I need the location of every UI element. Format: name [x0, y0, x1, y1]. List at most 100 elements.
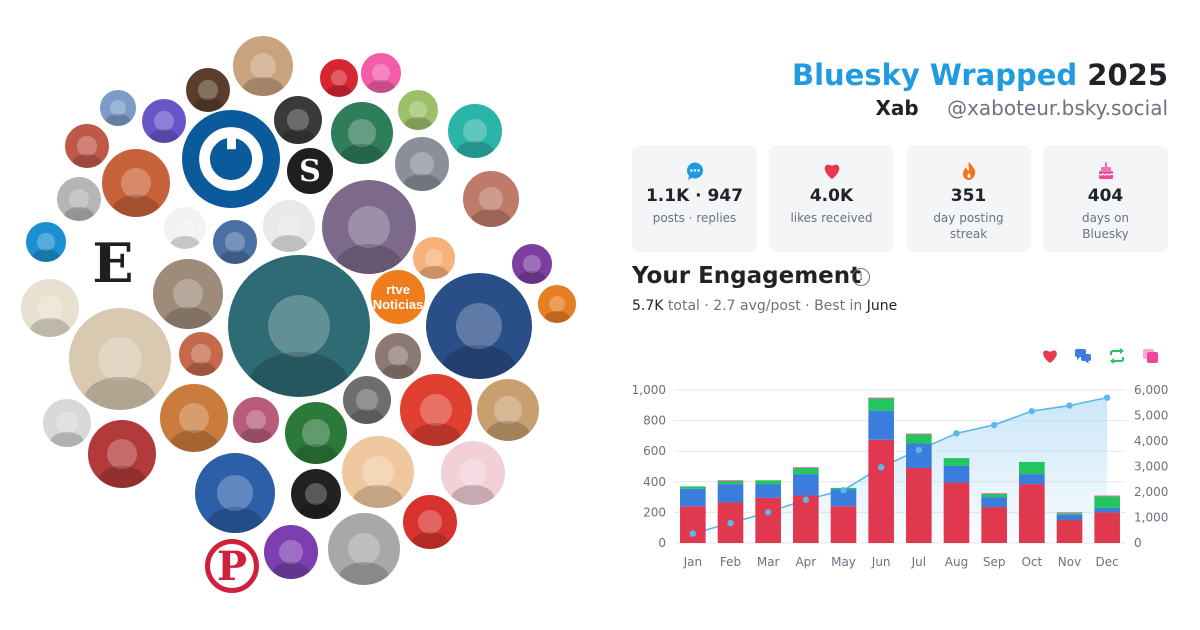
avatar[interactable] [401, 493, 459, 551]
chat-bubble-icon [632, 161, 757, 181]
stat-label: posts · replies [652, 211, 737, 225]
engagement-title: Your Engagement [632, 263, 862, 289]
avatar[interactable] [326, 511, 402, 587]
y-tick-label: 0 [658, 536, 666, 550]
bar-segment [793, 468, 819, 475]
avatar[interactable] [446, 102, 504, 160]
avatar[interactable] [231, 34, 295, 98]
repost-icon[interactable] [1108, 348, 1126, 364]
y-tick-label: 800 [643, 414, 666, 428]
avatar[interactable] [226, 253, 372, 399]
bar-segment [793, 467, 819, 469]
avatar[interactable] [67, 306, 173, 412]
avatar[interactable] [24, 220, 68, 264]
cumulative-point [953, 430, 960, 437]
display-name: Xab [875, 96, 919, 120]
brand-logo[interactable]: E [83, 233, 143, 293]
engagement-best-prefix: Best in [814, 298, 863, 314]
avatar[interactable] [162, 205, 208, 251]
avatar[interactable] [340, 434, 416, 510]
cumulative-point [1028, 407, 1036, 415]
avatar[interactable] [231, 395, 281, 445]
avatar[interactable] [475, 377, 541, 443]
avatar[interactable] [283, 400, 349, 466]
avatar[interactable] [424, 271, 534, 381]
avatar[interactable] [510, 242, 554, 286]
cumulative-point [1066, 402, 1073, 409]
avatar[interactable] [177, 330, 225, 378]
avatar[interactable] [341, 374, 393, 426]
avatar[interactable] [398, 372, 474, 448]
cumulative-point [990, 421, 998, 429]
avatar[interactable] [100, 147, 172, 219]
avatar[interactable] [86, 418, 158, 490]
cumulative-point [764, 509, 772, 516]
avatar[interactable] [98, 88, 138, 128]
avatar[interactable] [55, 175, 103, 223]
reply-icon[interactable] [1074, 348, 1092, 364]
avatar[interactable] [63, 122, 111, 170]
avatar[interactable] [211, 218, 259, 266]
cake-icon [1043, 161, 1168, 181]
avatar[interactable] [318, 57, 360, 99]
avatar[interactable] [140, 97, 188, 145]
bar-segment [1094, 495, 1120, 497]
x-tick-label: Nov [1058, 555, 1081, 569]
y-tick-label: 1,000 [632, 383, 666, 397]
avatar[interactable] [536, 283, 578, 325]
avatar[interactable] [359, 51, 403, 95]
stat-value: 4.0K [809, 186, 854, 206]
flame-icon [906, 161, 1031, 181]
brand-logo[interactable] [180, 108, 282, 210]
info-icon[interactable]: i [852, 268, 870, 286]
avatar[interactable] [396, 88, 440, 132]
avatar[interactable] [411, 235, 457, 281]
bar-segment [981, 507, 1007, 543]
bar-segment [1094, 512, 1120, 543]
avatar[interactable] [461, 169, 521, 229]
cumulative-point [1103, 394, 1111, 401]
avatar[interactable] [373, 331, 423, 381]
bar-segment [1056, 514, 1083, 521]
avatar[interactable] [272, 94, 324, 146]
stat-value: 351 [950, 186, 987, 206]
bar-segment [755, 497, 781, 543]
bar-segment [943, 465, 970, 483]
engagement-total-label: total [667, 298, 700, 314]
avatar[interactable] [158, 382, 230, 454]
bar-segment [981, 494, 1007, 498]
bar-segment [1056, 520, 1083, 543]
year-label: 2025 [1087, 58, 1168, 92]
avatar[interactable] [289, 467, 343, 521]
cumulative-area [692, 397, 1108, 543]
y-tick-label: 400 [643, 475, 666, 489]
avatar[interactable] [393, 135, 451, 193]
bar-segment [906, 468, 932, 543]
y2-tick-label: 5,000 [1134, 409, 1168, 423]
avatar[interactable] [41, 397, 93, 449]
bar-segment [680, 486, 706, 489]
avatar[interactable] [320, 178, 418, 276]
avatar[interactable] [261, 198, 317, 254]
avatar[interactable] [19, 277, 81, 339]
avatar[interactable] [193, 451, 277, 535]
engagement-summary: 5.7K total · 2.7 avg/post · Best in June [632, 298, 898, 314]
heart-icon[interactable] [1041, 348, 1059, 364]
x-tick-label: Jun [871, 555, 891, 569]
quote-icon[interactable] [1142, 348, 1160, 364]
y-tick-label: 600 [643, 444, 666, 458]
avatar[interactable] [329, 100, 395, 166]
stat-value: 404 [1087, 186, 1124, 206]
brand-logo[interactable]: P [205, 539, 259, 593]
avatar[interactable] [151, 257, 225, 331]
avatar[interactable] [262, 523, 320, 581]
bar-segment [868, 439, 894, 543]
avatar[interactable] [184, 66, 232, 114]
brand-logo[interactable]: rtve Noticias [369, 268, 427, 326]
brand-logo[interactable]: S [285, 146, 335, 196]
y-tick-label: 200 [643, 505, 666, 519]
bar-segment [717, 481, 744, 485]
cumulative-point [802, 496, 810, 503]
avatar[interactable] [439, 439, 507, 507]
